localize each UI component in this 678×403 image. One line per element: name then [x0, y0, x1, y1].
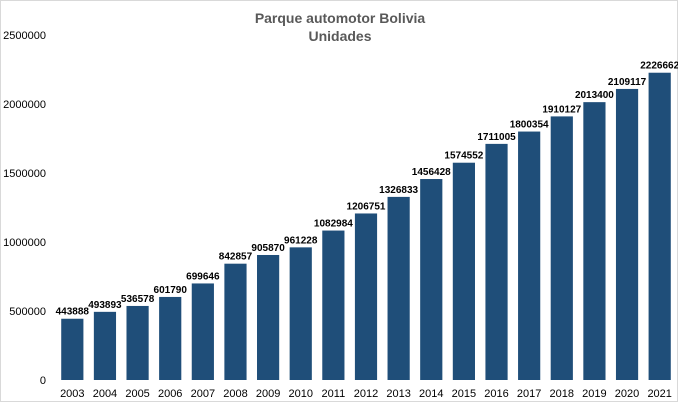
data-label: 1456428 — [412, 167, 451, 178]
x-tick-label: 2017 — [517, 388, 541, 400]
bar-2017 — [518, 131, 541, 380]
x-tick-label: 2015 — [452, 388, 476, 400]
data-label: 1206751 — [347, 201, 386, 212]
bar-2003 — [61, 318, 84, 380]
data-label: 443888 — [56, 307, 90, 318]
x-tick-label: 2016 — [484, 388, 508, 400]
bar-2007 — [191, 283, 214, 380]
bar-2021 — [648, 72, 671, 380]
x-tick-label: 2019 — [582, 388, 606, 400]
data-label: 2013400 — [575, 90, 614, 101]
data-label: 842857 — [219, 252, 253, 263]
x-tick-label: 2018 — [550, 388, 574, 400]
bar-2015 — [452, 162, 475, 380]
x-tick-label: 2020 — [615, 388, 639, 400]
data-label: 905870 — [251, 243, 285, 254]
y-tick-label: 500000 — [9, 306, 46, 318]
data-label: 1800354 — [510, 120, 549, 131]
x-tick-label: 2014 — [419, 388, 443, 400]
x-tick-label: 2008 — [223, 388, 247, 400]
data-label: 493893 — [88, 300, 122, 311]
x-tick-label: 2003 — [60, 388, 84, 400]
bar-2013 — [387, 196, 410, 380]
bar-2019 — [583, 102, 606, 380]
bar-2008 — [224, 263, 247, 380]
chart-subtitle: Unidades — [308, 28, 371, 44]
bar-2016 — [485, 143, 508, 380]
y-tick-label: 1500000 — [3, 168, 46, 180]
bar-2018 — [550, 116, 573, 381]
data-label: 2226662 — [640, 61, 678, 72]
data-label: 1910127 — [542, 104, 581, 115]
data-label: 699646 — [186, 271, 220, 282]
bar-2009 — [257, 254, 280, 380]
x-tick-label: 2005 — [125, 388, 149, 400]
data-label: 1711005 — [477, 132, 516, 143]
x-tick-label: 2009 — [256, 388, 280, 400]
x-tick-label: 2011 — [322, 388, 346, 400]
chart-title: Parque automotor Bolivia — [255, 10, 426, 26]
data-label: 536578 — [121, 294, 155, 305]
y-axis: 0 500000 1000000 1500000 2000000 2500000 — [3, 30, 46, 387]
bar-2012 — [354, 213, 378, 380]
data-label: 961228 — [284, 235, 318, 246]
x-tick-label: 2004 — [93, 388, 117, 400]
data-label: 1574552 — [444, 151, 483, 162]
data-label: 601790 — [154, 285, 188, 296]
bar-2004 — [93, 311, 117, 380]
bar-2006 — [159, 296, 182, 380]
x-axis: 2003 2004 2005 2006 2007 2008 2009 2010 2011 2012… — [60, 388, 672, 400]
data-label: 2109117 — [608, 77, 647, 88]
bars — [61, 72, 671, 381]
y-tick-label: 1000000 — [3, 237, 46, 249]
x-tick-label: 2006 — [158, 388, 182, 400]
y-tick-label: 2500000 — [3, 30, 46, 42]
x-tick-label: 2012 — [354, 388, 378, 400]
bar-2011 — [322, 230, 345, 380]
x-tick-label: 2013 — [386, 388, 410, 400]
bar-2005 — [126, 305, 149, 380]
x-tick-label: 2021 — [647, 388, 671, 400]
bar-2020 — [615, 88, 639, 380]
x-tick-label: 2010 — [288, 388, 312, 400]
data-label: 1326833 — [379, 185, 418, 196]
x-tick-label: 2007 — [191, 388, 215, 400]
bar-2014 — [420, 179, 443, 380]
y-tick-label: 2000000 — [3, 99, 46, 111]
data-label: 1082984 — [314, 219, 353, 230]
y-tick-label: 0 — [40, 375, 46, 387]
bar-2010 — [289, 247, 312, 380]
